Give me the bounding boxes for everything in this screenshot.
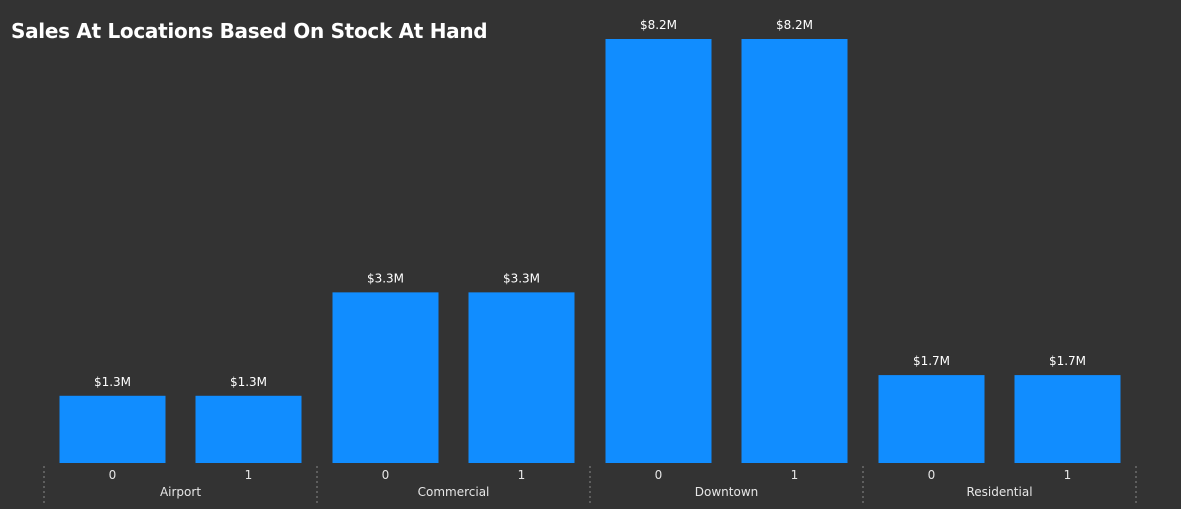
bar-commercial-1[interactable] (468, 292, 575, 463)
x-tick-label-residential-1: 1 (1064, 468, 1072, 482)
x-tick-label-commercial-0: 0 (382, 468, 390, 482)
data-label-residential-1: $1.7M (1049, 354, 1086, 368)
x-group-label-commercial: Commercial (418, 485, 490, 499)
x-tick-label-airport-0: 0 (109, 468, 117, 482)
data-label-residential-0: $1.7M (913, 354, 950, 368)
bar-downtown-0[interactable] (605, 39, 712, 463)
x-tick-label-downtown-1: 1 (791, 468, 799, 482)
x-tick-label-residential-0: 0 (928, 468, 936, 482)
data-label-commercial-1: $3.3M (503, 271, 540, 285)
data-label-airport-0: $1.3M (94, 375, 131, 389)
data-label-airport-1: $1.3M (230, 375, 267, 389)
data-label-downtown-1: $8.2M (776, 18, 813, 32)
x-group-label-downtown: Downtown (695, 485, 758, 499)
bar-commercial-0[interactable] (332, 292, 439, 463)
x-tick-label-commercial-1: 1 (518, 468, 526, 482)
x-group-label-residential: Residential (966, 485, 1032, 499)
data-label-commercial-0: $3.3M (367, 271, 404, 285)
x-tick-label-airport-1: 1 (245, 468, 253, 482)
x-group-label-airport: Airport (160, 485, 201, 499)
chart-title: Sales At Locations Based On Stock At Han… (11, 19, 488, 43)
bar-airport-1[interactable] (195, 395, 302, 463)
bar-downtown-1[interactable] (741, 39, 848, 463)
bar-residential-0[interactable] (878, 375, 985, 463)
x-tick-label-downtown-0: 0 (655, 468, 663, 482)
bar-residential-1[interactable] (1014, 375, 1121, 463)
data-label-downtown-0: $8.2M (640, 18, 677, 32)
bar-airport-0[interactable] (59, 395, 166, 463)
